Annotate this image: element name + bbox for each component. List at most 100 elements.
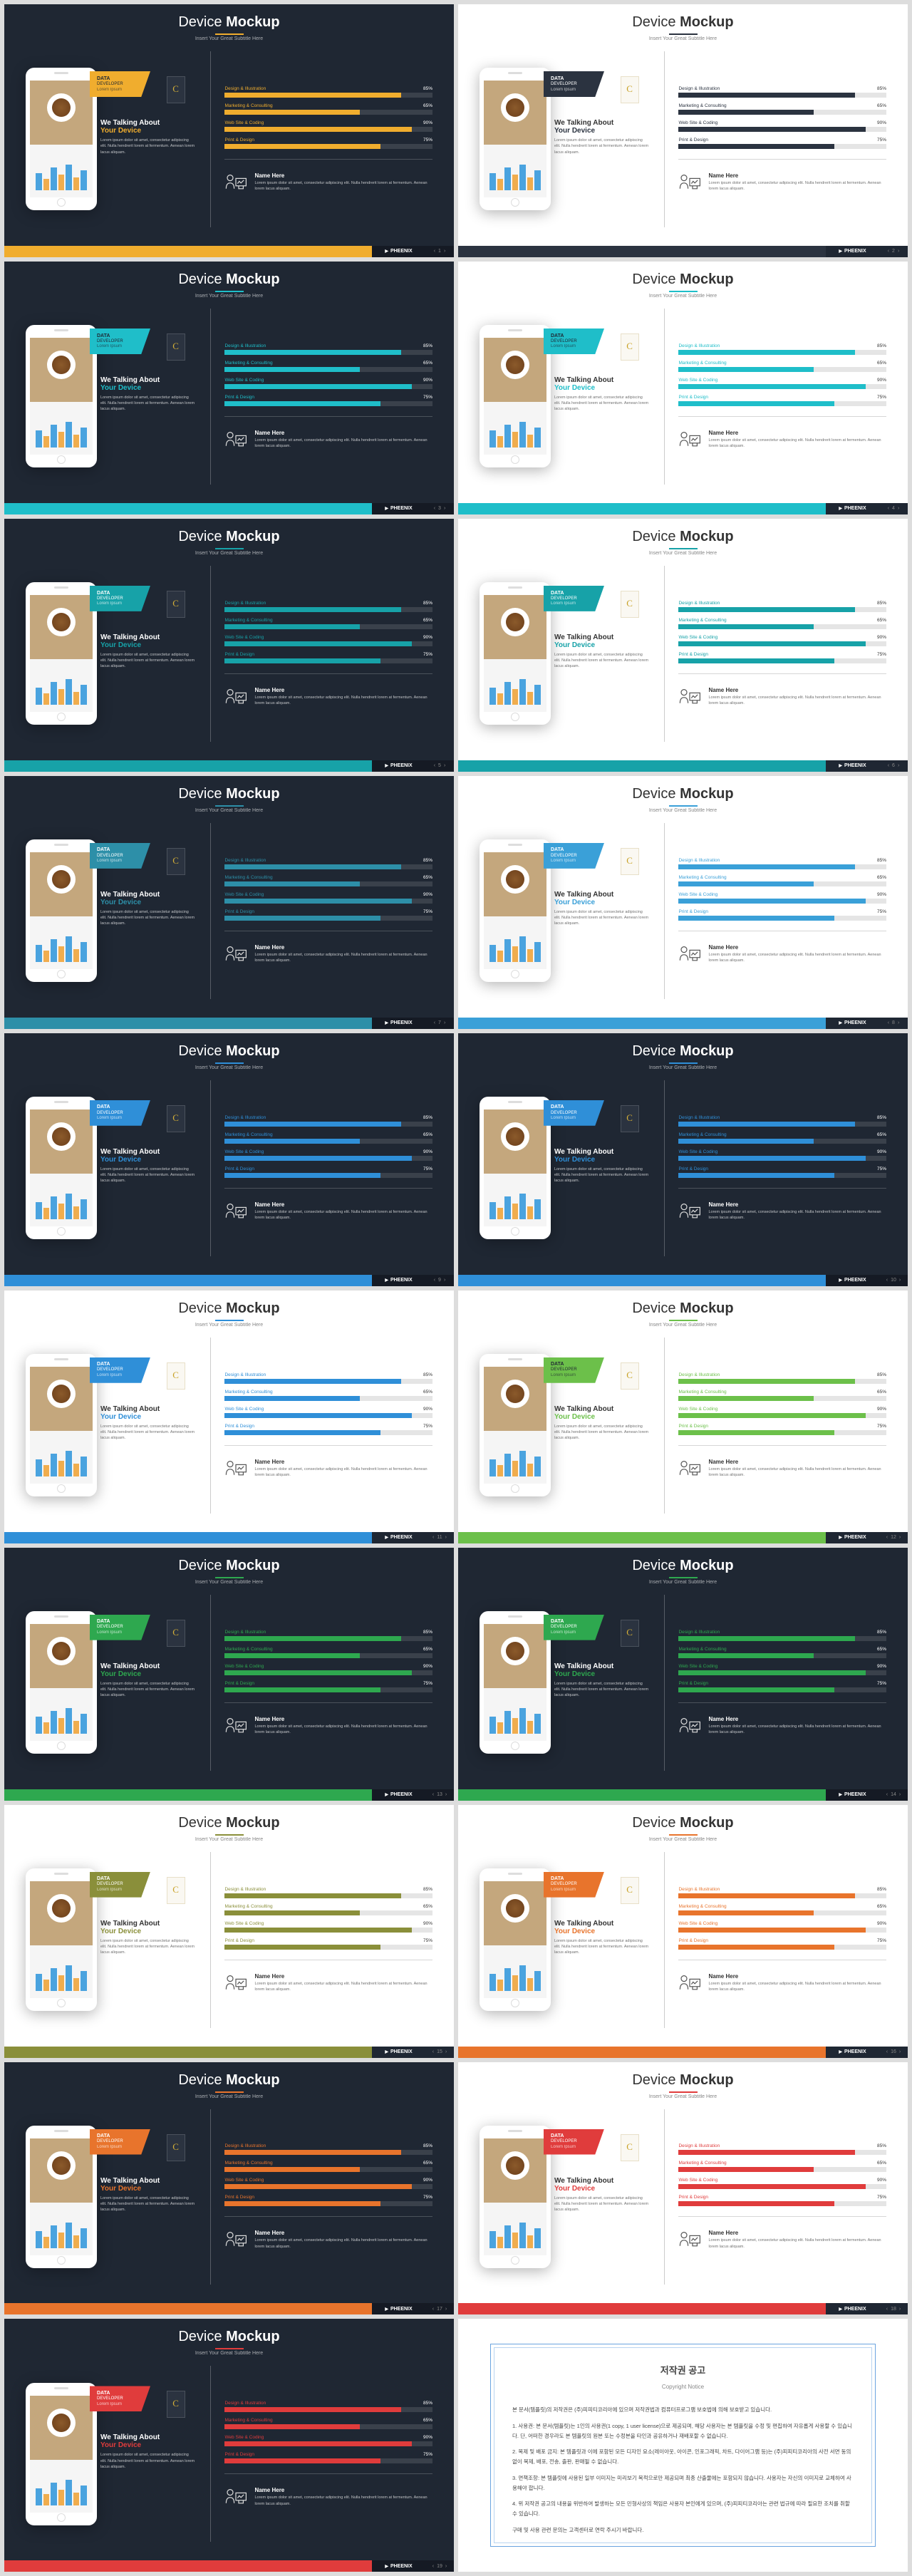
slide-footer: PHEENIX ‹14› bbox=[458, 1789, 908, 1801]
bar-track bbox=[678, 1636, 886, 1641]
slide-footer: PHEENIX ‹11› bbox=[4, 1532, 454, 1543]
slide-title: Device Mockup bbox=[4, 2329, 454, 2345]
talking-title-2: Your Device bbox=[554, 127, 650, 135]
content: DATADEVELOPERLorem Ipsum We Talking Abou… bbox=[458, 303, 908, 499]
footer-nav[interactable]: ‹4› bbox=[879, 503, 908, 514]
skill-bar-3: Print & Design75% bbox=[678, 2195, 886, 2206]
footer-nav[interactable]: ‹17› bbox=[425, 2303, 454, 2314]
footer-accent bbox=[458, 503, 826, 514]
footer-nav[interactable]: ‹18› bbox=[879, 2303, 908, 2314]
footer-nav[interactable]: ‹19› bbox=[425, 2560, 454, 2572]
author-name: Name Here bbox=[708, 1459, 886, 1465]
talking-title-2: Your Device bbox=[554, 1413, 650, 1421]
talking-title-1: We Talking About bbox=[100, 119, 196, 127]
callout-text: DATADEVELOPERLorem Ipsum bbox=[97, 1618, 123, 1636]
content: DATADEVELOPERLorem Ipsum We Talking Abou… bbox=[4, 560, 454, 756]
bar-fill bbox=[224, 2458, 380, 2463]
footer-nav[interactable]: ‹3› bbox=[425, 503, 454, 514]
bar-fill bbox=[678, 899, 865, 904]
author-body: Lorem ipsum dolor sit amet, consectetur … bbox=[254, 695, 432, 707]
footer-brand: PHEENIX bbox=[826, 1018, 879, 1029]
slide-footer: PHEENIX ‹6› bbox=[458, 760, 908, 772]
horizontal-divider bbox=[224, 1188, 432, 1189]
footer-nav[interactable]: ‹7› bbox=[425, 1018, 454, 1029]
slide-title: Device Mockup bbox=[4, 14, 454, 31]
skill-bar-2: Web Site & Coding90% bbox=[678, 635, 886, 646]
footer-nav[interactable]: ‹11› bbox=[425, 1532, 454, 1543]
bar-value: 85% bbox=[877, 1372, 886, 1377]
bar-value: 90% bbox=[877, 1407, 886, 1412]
footer-nav[interactable]: ‹10› bbox=[879, 1275, 908, 1286]
footer-nav[interactable]: ‹14› bbox=[879, 1789, 908, 1801]
talking-title-2: Your Device bbox=[100, 1670, 196, 1678]
slide-subtitle: Insert Your Great Subtitle Here bbox=[4, 2351, 454, 2356]
bar-track bbox=[678, 1430, 886, 1435]
bar-fill bbox=[224, 2407, 401, 2412]
author-name: Name Here bbox=[708, 430, 886, 436]
bars-group: Design & Illustration85% Marketing & Con… bbox=[678, 86, 886, 149]
title-area: Device Mockup Insert Your Great Subtitle… bbox=[458, 776, 908, 817]
slide-subtitle: Insert Your Great Subtitle Here bbox=[458, 1580, 908, 1585]
presenter-icon bbox=[678, 1716, 701, 1736]
left-panel: DATADEVELOPERLorem Ipsum We Talking Abou… bbox=[26, 1852, 196, 2028]
bar-track bbox=[678, 2150, 886, 2155]
footer-nav[interactable]: ‹5› bbox=[425, 760, 454, 772]
bar-label: Marketing & Consulting bbox=[678, 1390, 726, 1395]
footer-nav[interactable]: ‹15› bbox=[425, 2047, 454, 2058]
slide-subtitle: Insert Your Great Subtitle Here bbox=[458, 294, 908, 299]
skill-bar-0: Design & Illustration85% bbox=[678, 343, 886, 355]
slide-footer: PHEENIX ‹7› bbox=[4, 1018, 454, 1029]
footer-nav[interactable]: ‹6› bbox=[879, 760, 908, 772]
talking-title-2: Your Device bbox=[554, 384, 650, 392]
title-underline bbox=[669, 548, 698, 549]
callout-text: DATADEVELOPERLorem Ipsum bbox=[97, 1361, 123, 1379]
bar-label: Web Site & Coding bbox=[224, 378, 264, 383]
coffee-icon bbox=[501, 2151, 529, 2180]
talking-body: Lorem ipsum dolor sit amet, consectetur … bbox=[100, 2452, 196, 2470]
callout-tag: DATADEVELOPERLorem Ipsum bbox=[544, 71, 604, 97]
mini-chart bbox=[489, 933, 541, 962]
bar-value: 65% bbox=[423, 618, 432, 623]
callout-text: DATADEVELOPERLorem Ipsum bbox=[551, 333, 577, 351]
skill-bar-1: Marketing & Consulting65% bbox=[678, 1647, 886, 1658]
bar-track bbox=[224, 1379, 432, 1384]
bar-value: 90% bbox=[877, 635, 886, 640]
presenter-icon bbox=[224, 172, 247, 192]
bar-label: Print & Design bbox=[224, 1424, 254, 1429]
slide-footer: PHEENIX ‹8› bbox=[458, 1018, 908, 1029]
title-underline bbox=[215, 2348, 244, 2349]
callout-tag: DATADEVELOPERLorem Ipsum bbox=[544, 843, 604, 869]
title-area: Device Mockup Insert Your Great Subtitle… bbox=[458, 1548, 908, 1589]
author-text: Name Here Lorem ipsum dolor sit amet, co… bbox=[254, 1973, 432, 1993]
phone-screen bbox=[484, 338, 546, 455]
award-badge bbox=[621, 76, 639, 103]
bar-track bbox=[678, 881, 886, 886]
footer-nav[interactable]: ‹12› bbox=[879, 1532, 908, 1543]
footer-nav[interactable]: ‹16› bbox=[879, 2047, 908, 2058]
talking-body: Lorem ipsum dolor sit amet, consectetur … bbox=[100, 138, 196, 155]
author-name: Name Here bbox=[708, 172, 886, 179]
talking-block: We Talking About Your Device Lorem ipsum… bbox=[554, 633, 650, 670]
award-badge bbox=[621, 848, 639, 875]
vertical-divider bbox=[664, 1080, 665, 1256]
footer-nav[interactable]: ‹2› bbox=[879, 246, 908, 257]
skill-bar-2: Web Site & Coding90% bbox=[678, 378, 886, 389]
bar-track bbox=[224, 2407, 432, 2412]
vertical-divider bbox=[210, 309, 211, 485]
footer-nav[interactable]: ‹8› bbox=[879, 1018, 908, 1029]
title-area: Device Mockup Insert Your Great Subtitle… bbox=[4, 776, 454, 817]
footer-nav[interactable]: ‹9› bbox=[425, 1275, 454, 1286]
footer-nav[interactable]: ‹1› bbox=[425, 246, 454, 257]
callout-tag: DATADEVELOPERLorem Ipsum bbox=[90, 843, 150, 869]
skill-bar-2: Web Site & Coding90% bbox=[678, 1921, 886, 1933]
author-body: Lorem ipsum dolor sit amet, consectetur … bbox=[254, 1981, 432, 1993]
presenter-icon bbox=[224, 2230, 247, 2250]
footer-accent bbox=[4, 1018, 372, 1029]
bar-label: Design & Illustration bbox=[224, 1887, 266, 1892]
talking-title-2: Your Device bbox=[100, 1156, 196, 1164]
slide-title: Device Mockup bbox=[458, 786, 908, 802]
skill-bar-0: Design & Illustration85% bbox=[224, 1115, 432, 1127]
bar-label: Web Site & Coding bbox=[678, 892, 717, 897]
bar-fill bbox=[678, 144, 834, 149]
footer-nav[interactable]: ‹13› bbox=[425, 1789, 454, 1801]
